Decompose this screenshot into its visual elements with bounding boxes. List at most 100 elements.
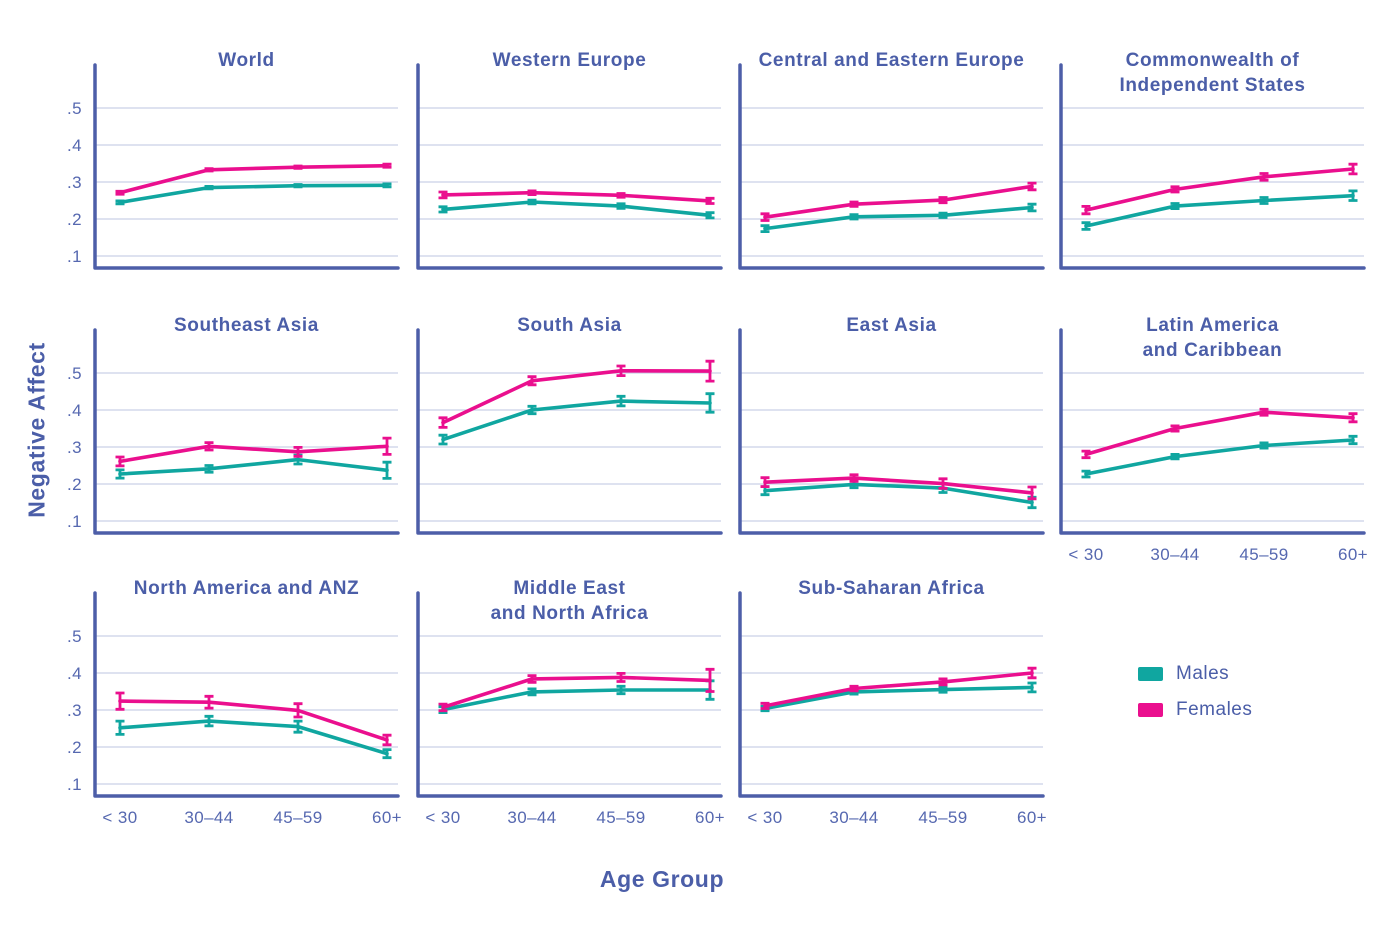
females-error-bar	[705, 359, 715, 383]
y-tick-label: .3	[67, 701, 82, 720]
females-line	[441, 368, 712, 425]
males-error-bar	[760, 224, 770, 233]
females-color-swatch	[1138, 703, 1163, 717]
males-error-bar	[293, 719, 303, 734]
x-tick-label: 45–59	[273, 808, 322, 827]
world-males-series	[115, 182, 392, 206]
north-america-and-anz-females-series	[115, 691, 392, 747]
panel-title: Southeast Asia	[174, 315, 319, 336]
females-error-bar	[705, 196, 715, 205]
females-line	[118, 444, 389, 464]
males-line	[1084, 193, 1355, 228]
females-error-bar	[1170, 185, 1180, 194]
commonwealth-of-independent-states-females-series	[1081, 162, 1358, 216]
x-axis-label: Age Group	[599, 866, 725, 892]
panel-title: Commonwealth of	[1126, 50, 1300, 71]
males-color-swatch	[1138, 667, 1163, 681]
females-line	[1084, 410, 1355, 457]
females-error-bar	[616, 364, 626, 377]
axis-spine	[93, 591, 400, 798]
females-line	[118, 163, 389, 195]
females-error-bar	[760, 476, 770, 488]
females-error-bar	[204, 441, 214, 452]
x-tick-label: < 30	[1068, 545, 1103, 564]
panel-title: Independent States	[1119, 75, 1305, 96]
axis-spine	[738, 328, 1045, 535]
males-error-bar	[705, 211, 715, 220]
females-error-bar	[1259, 407, 1269, 417]
x-tick-label: < 30	[425, 808, 460, 827]
south-asia-females-series	[438, 359, 715, 429]
females-line	[441, 190, 712, 203]
y-tick-label: .5	[67, 99, 82, 118]
axis-spine	[1059, 328, 1366, 535]
panel-sub-saharan-africa: Sub-Saharan Africa < 30 30–44 45–59 60+	[738, 578, 1047, 827]
females-error-bar	[204, 167, 214, 173]
world-females-series	[115, 162, 392, 196]
panel-title: South Asia	[517, 315, 622, 336]
x-tick-label: 30–44	[507, 808, 556, 827]
panel-north-america-and-anz: North America and ANZ .5 .4 .3 .2 .1 < 30 30–44…	[67, 578, 402, 827]
panel-title: North America and ANZ	[134, 578, 360, 599]
females-line	[118, 699, 389, 742]
axis-spine	[1059, 63, 1366, 270]
panel-south-asia: South Asia	[416, 315, 723, 535]
males-error-bar	[438, 205, 448, 214]
males-line	[763, 482, 1034, 505]
females-error-bar	[1027, 181, 1037, 192]
males-error-bar	[1170, 453, 1180, 461]
x-tick-label: 30–44	[829, 808, 878, 827]
females-error-bar	[438, 190, 448, 200]
x-tick-label: 45–59	[596, 808, 645, 827]
axis-spine	[738, 63, 1045, 270]
females-error-bar	[1348, 162, 1358, 176]
middle-east-and-north-africa-females-series	[438, 667, 715, 713]
panel-title: Sub-Saharan Africa	[798, 578, 984, 599]
females-error-bar	[527, 674, 537, 684]
males-error-bar	[204, 464, 214, 474]
females-error-bar	[938, 196, 948, 205]
females-error-bar	[938, 477, 948, 490]
central-and-eastern-europe-males-series	[760, 202, 1037, 233]
males-error-bar	[1170, 202, 1180, 210]
x-tick-label: < 30	[747, 808, 782, 827]
panel-commonwealth-of-independent-states: Commonwealth of Independent States	[1059, 50, 1366, 270]
females-line	[763, 671, 1034, 708]
females-error-bar	[1348, 412, 1358, 424]
panel-middle-east-and-north-africa: Middle East and North Africa < 30 30–44 45–5…	[416, 578, 725, 827]
x-tick-label: 45–59	[918, 808, 967, 827]
southeast-asia-males-series	[115, 453, 392, 480]
y-tick-label: .4	[67, 664, 82, 683]
legend: Males Females	[1138, 663, 1252, 721]
panel-western-europe: Western Europe	[416, 50, 723, 270]
panel-southeast-asia: Southeast Asia .5 .4 .3 .2 .1	[67, 315, 400, 535]
females-line	[441, 675, 712, 710]
males-error-bar	[382, 460, 392, 480]
panel-title: Latin America	[1146, 315, 1279, 336]
males-error-bar	[382, 748, 392, 760]
females-error-bar	[616, 672, 626, 683]
males-error-bar	[849, 213, 859, 221]
females-error-bar	[1170, 424, 1180, 433]
y-tick-label: .5	[67, 364, 82, 383]
males-error-bar	[616, 394, 626, 408]
males-error-bar	[1348, 189, 1358, 202]
males-error-bar	[616, 684, 626, 696]
females-error-bar	[293, 702, 303, 719]
males-line	[441, 399, 712, 442]
females-error-bar	[382, 733, 392, 747]
x-tick-label: 60+	[1017, 808, 1047, 827]
legend-item-males: Males	[1138, 663, 1252, 685]
females-error-bar	[382, 162, 392, 169]
panel-title: Central and Eastern Europe	[759, 50, 1025, 71]
males-error-bar	[382, 182, 392, 189]
males-error-bar	[1259, 196, 1269, 205]
females-line	[1084, 167, 1355, 212]
females-error-bar	[1027, 485, 1037, 501]
y-axis-label: Negative Affect	[23, 342, 50, 518]
males-line	[118, 457, 389, 476]
western-europe-females-series	[438, 189, 715, 205]
panel-title: and North Africa	[491, 603, 649, 624]
